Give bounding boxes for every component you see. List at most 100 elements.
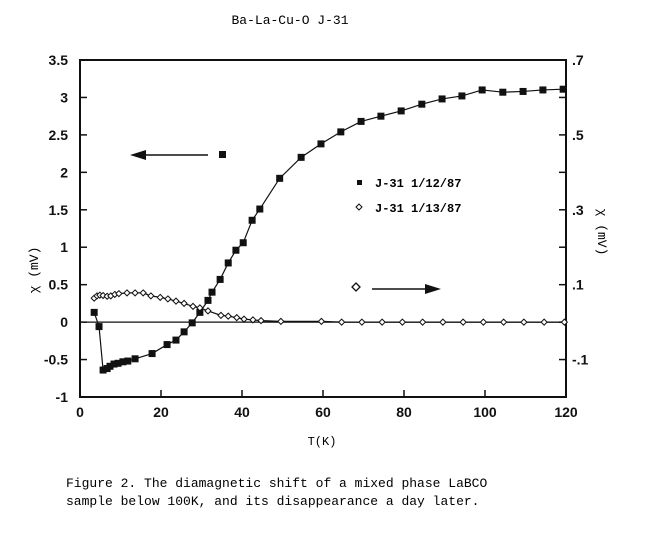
data-point-diamond	[499, 318, 508, 326]
data-point-square	[99, 366, 107, 374]
x-tick-label: 60	[315, 404, 331, 420]
data-point-diamond	[317, 317, 326, 326]
data-point-square	[172, 336, 180, 344]
data-point-square	[397, 107, 405, 115]
x-tick-label: 80	[396, 404, 412, 420]
data-point-square	[539, 86, 547, 94]
y-right-tick-label: .7	[572, 52, 584, 68]
data-point-diamond	[156, 293, 164, 302]
data-point-square	[248, 216, 256, 224]
y-right-tick-label: .1	[572, 277, 584, 293]
legend-square-icon	[357, 180, 362, 185]
x-axis-label: T(K)	[308, 435, 337, 449]
data-point-square	[337, 128, 345, 136]
data-point-square	[357, 117, 365, 125]
y-tick-label: 3	[60, 89, 68, 105]
chart-title: Ba-La-Cu-O J-31	[231, 13, 348, 28]
left-axis-arrow	[130, 150, 226, 160]
data-point-diamond	[337, 318, 346, 326]
x-tick-label: 40	[234, 404, 250, 420]
data-point-square	[196, 308, 204, 316]
data-point-square	[256, 205, 264, 213]
data-point-diamond	[520, 318, 528, 326]
y-right-tick-label: .5	[572, 127, 584, 143]
data-point-square	[163, 341, 171, 349]
data-point-square	[216, 275, 224, 283]
data-point-diamond	[233, 313, 241, 322]
data-point-square	[95, 323, 103, 331]
data-point-square	[188, 319, 196, 327]
y-tick-label: -1	[56, 389, 69, 405]
data-point-diamond	[131, 289, 139, 297]
y-tick-label: 2.5	[49, 127, 69, 143]
y-tick-label: 0	[60, 314, 68, 330]
right-axis-arrow	[351, 282, 441, 294]
data-point-square	[478, 86, 486, 94]
data-point-diamond	[398, 318, 407, 326]
data-point-square	[519, 87, 527, 95]
data-point-square	[90, 308, 98, 316]
y-tick-label: 3.5	[49, 52, 69, 68]
data-point-diamond	[204, 307, 212, 315]
data-point-diamond	[439, 318, 447, 326]
x-tick-label: 120	[554, 404, 578, 420]
plot-frame	[79, 59, 567, 398]
series-line-1	[93, 88, 564, 371]
axis-ticks: 0 20 40 60 80 100 120 3.5 3 2.5 2 1.5 1 0.5 0 -0.5 -1 .7.…	[44, 52, 589, 420]
data-point-diamond	[459, 318, 467, 326]
data-point-diamond	[139, 289, 147, 297]
data-point-square	[232, 246, 240, 254]
caption-line-2: sample below 100K, and its disappearance…	[66, 494, 479, 509]
x-tick-label: 100	[473, 404, 497, 420]
data-point-diamond	[172, 297, 180, 305]
data-point-diamond	[378, 318, 386, 326]
data-point-diamond	[115, 289, 123, 298]
y-tick-label: 0.5	[49, 277, 69, 293]
data-point-square	[418, 100, 426, 108]
data-point-square	[208, 288, 216, 296]
data-point-diamond	[147, 292, 155, 300]
legend: J-31 1/12/87 J-31 1/13/87	[355, 177, 461, 216]
data-point-square	[148, 350, 156, 358]
data-point-diamond	[217, 311, 225, 320]
data-point-square	[458, 92, 466, 100]
y-axis-label-left: χ (mV)	[27, 247, 42, 294]
data-point-diamond	[560, 318, 569, 326]
legend-diamond-icon	[355, 203, 363, 211]
data-point-square	[131, 355, 139, 363]
data-point-square	[180, 328, 188, 336]
y-tick-label: -0.5	[44, 352, 68, 368]
data-point-diamond	[189, 302, 197, 311]
legend-label-series-2: J-31 1/13/87	[375, 202, 461, 216]
data-point-diamond	[277, 317, 285, 326]
series-line-2	[93, 292, 565, 323]
data-point-diamond	[180, 299, 188, 308]
data-point-square	[110, 360, 118, 368]
data-point-diamond	[240, 315, 248, 323]
data-point-square	[114, 359, 122, 367]
data-point-square	[559, 85, 567, 93]
data-point-diamond	[224, 312, 232, 320]
y-tick-label: 2	[60, 164, 68, 180]
x-tick-label: 20	[153, 404, 169, 420]
y-axis-label-right: χ (mV)	[594, 209, 609, 256]
data-point-diamond	[249, 316, 257, 324]
data-point-square	[106, 362, 114, 370]
data-point-diamond	[257, 316, 265, 325]
data-point-square	[119, 358, 127, 366]
data-point-square	[124, 357, 132, 365]
filled-square-marker-icon	[219, 151, 226, 158]
y-right-tick-label: -.1	[572, 352, 589, 368]
data-point-square	[499, 88, 507, 96]
data-point-diamond	[196, 304, 204, 312]
series-layer	[90, 85, 569, 374]
data-point-square	[438, 95, 446, 103]
y-right-tick-label: .3	[572, 202, 584, 218]
data-point-diamond	[479, 318, 488, 326]
data-point-square	[317, 140, 325, 148]
data-point-diamond	[418, 318, 427, 326]
data-point-square	[377, 112, 385, 120]
open-diamond-marker-icon	[351, 282, 361, 292]
data-point-square	[204, 296, 212, 304]
